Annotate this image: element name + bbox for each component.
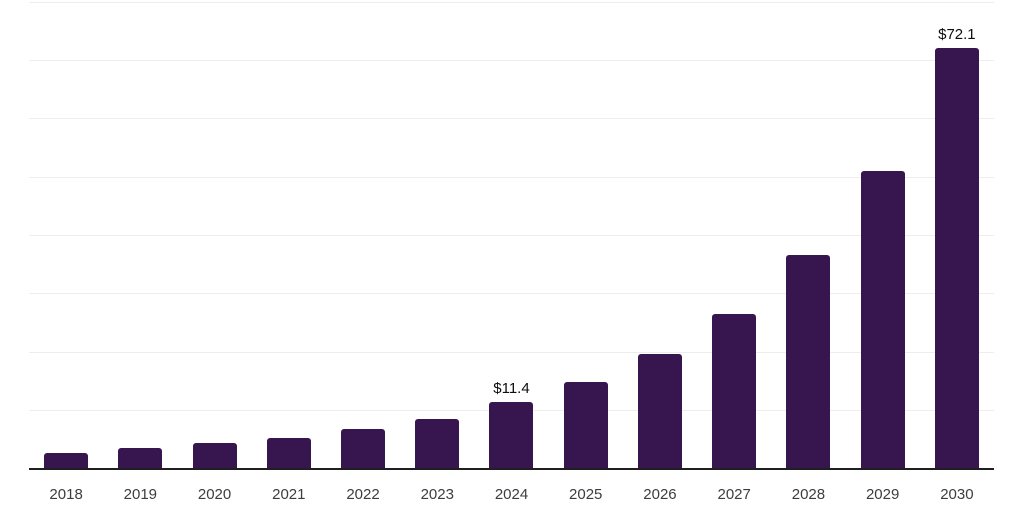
x-tick-label-2029: 2029 (865, 486, 900, 503)
bar-2030 (934, 48, 979, 469)
bar-slot-2023 (400, 2, 474, 469)
gridline-20 (29, 351, 994, 353)
x-tick-label-2020: 2020 (197, 486, 232, 503)
gridline-60 (29, 118, 994, 120)
gridline-80 (29, 1, 994, 3)
bar-2022 (341, 428, 386, 469)
x-tick-label-2030: 2030 (940, 486, 974, 503)
bar-slot-2029 (846, 2, 920, 469)
bar-slot-2025 (549, 2, 623, 469)
gridline-50 (29, 176, 994, 178)
x-tick-label-2024: 2024 (494, 486, 529, 503)
x-tick-label-2018: 2018 (49, 486, 83, 503)
x-axis-line (29, 468, 994, 470)
data-label-2030: $72.1 (938, 26, 976, 44)
bar-2029 (860, 171, 905, 469)
bar-2028 (786, 254, 831, 469)
x-tick-label-2019: 2019 (123, 486, 158, 503)
bar-slot-2028 (771, 2, 845, 469)
x-tick-label-2021: 2021 (272, 486, 306, 503)
bar-slot-2024: $11.4 (474, 2, 548, 469)
bar-slot-2021 (252, 2, 326, 469)
x-tick-label-2027: 2027 (717, 486, 751, 503)
bar-2019 (118, 448, 163, 469)
bar-slot-2022 (326, 2, 400, 469)
bar-slot-2027 (697, 2, 771, 469)
gridline-30 (29, 293, 994, 295)
chart-plot-area: $11.4 $72.1 (29, 1, 994, 470)
x-tick-label-2028: 2028 (791, 486, 826, 503)
bar-2025 (563, 382, 608, 469)
data-label-2024: $11.4 (493, 380, 530, 398)
bar-slot-2020 (177, 2, 251, 469)
gridline-40 (29, 235, 994, 236)
bar-2021 (266, 438, 311, 469)
bar-2020 (192, 443, 237, 469)
bar-slot-2026 (623, 2, 697, 469)
bar-slot-2030: $72.1 (920, 2, 994, 469)
bar-slot-2018 (29, 2, 103, 469)
bar-2024 (489, 402, 534, 469)
x-tick-label-2023: 2023 (420, 486, 454, 503)
bar-2027 (712, 313, 757, 469)
bar-2018 (44, 452, 89, 469)
bar-2026 (637, 354, 682, 469)
x-tick-label-2025: 2025 (569, 486, 603, 503)
x-tick-label-2022: 2022 (346, 486, 380, 503)
gridline-70 (29, 59, 994, 61)
x-tick-label-2026: 2026 (643, 486, 677, 503)
bar-2023 (415, 418, 460, 469)
bar-slot-2019 (103, 2, 177, 469)
